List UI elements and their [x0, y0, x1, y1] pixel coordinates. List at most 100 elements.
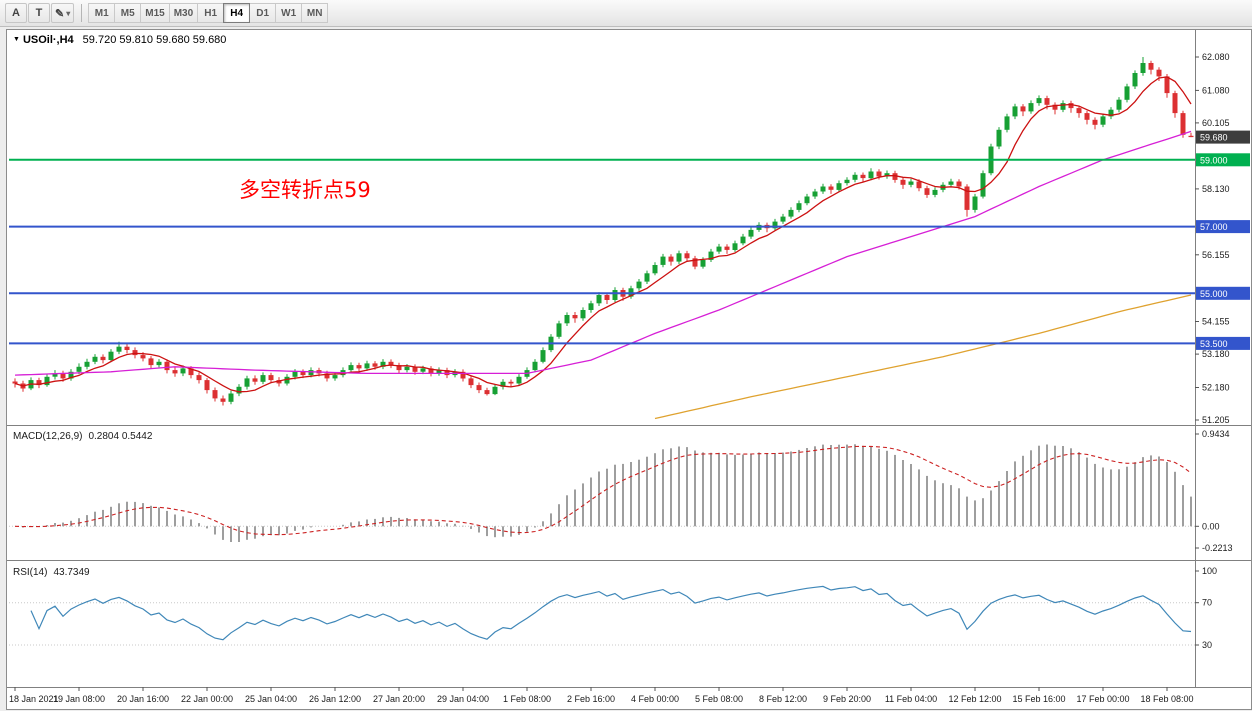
candle-body	[612, 290, 618, 300]
price-badge-label: 55.000	[1200, 289, 1228, 299]
fast-ma-line	[14, 76, 1192, 393]
candle-body	[796, 203, 802, 210]
candle-body	[36, 380, 42, 386]
candle-body	[164, 361, 170, 371]
timeframe-button-h4[interactable]: H4	[223, 3, 251, 23]
macd-name: MACD(12,26,9)	[13, 431, 83, 442]
candle-body	[12, 381, 18, 384]
candle-body	[676, 253, 682, 262]
candle-body	[1068, 103, 1074, 109]
candle-body	[980, 173, 986, 197]
candle-body	[204, 380, 210, 391]
time-axis-label: 5 Feb 08:00	[695, 694, 743, 704]
timeframe-button-h1[interactable]: H1	[197, 3, 225, 23]
candle-body	[68, 371, 74, 379]
candle-body	[924, 188, 930, 195]
horizontal-level-lines[interactable]	[9, 158, 1195, 345]
candle-body	[892, 173, 898, 180]
candle-body	[492, 386, 498, 395]
timeframe-button-m1[interactable]: M1	[88, 3, 116, 23]
text-tool-button[interactable]: T	[28, 3, 50, 23]
candle-body	[252, 378, 258, 382]
candle-body	[956, 181, 962, 187]
price-badge	[1196, 286, 1250, 300]
time-axis-label: 26 Jan 12:00	[309, 694, 361, 704]
chart-annotation-text[interactable]: 多空转折点59	[239, 178, 371, 202]
chart-window: 62.080 61.080 60.105 58.130 56.155 54.155 53.1…	[6, 29, 1252, 710]
timeframe-button-mn[interactable]: MN	[301, 3, 329, 23]
chart-area[interactable]: 62.080 61.080 60.105 58.130 56.155 54.155 53.1…	[7, 30, 1251, 709]
time-axis-label: 19 Jan 08:00	[53, 694, 105, 704]
price-badge-label: 59.000	[1200, 155, 1228, 165]
time-axis-label: 25 Jan 04:00	[245, 694, 297, 704]
candle-body	[932, 189, 938, 195]
candle-body	[364, 363, 370, 369]
candle-body	[700, 260, 706, 267]
candle-body	[1132, 73, 1138, 87]
price-axis-label: 54.155	[1202, 317, 1230, 327]
time-axis-label: 29 Jan 04:00	[437, 694, 489, 704]
timeframe-button-m30[interactable]: M30	[168, 3, 199, 23]
chart-title: ▼ USOil·,H4 59.720 59.810 59.680 59.680	[13, 34, 226, 46]
rsi-axis-label: 100	[1202, 566, 1217, 576]
timeframe-button-m15[interactable]: M15	[140, 3, 170, 23]
candle-body	[828, 186, 834, 190]
candle-body	[124, 346, 130, 350]
candle-body	[876, 171, 882, 177]
candle-body	[1092, 119, 1098, 125]
symbol-timeframe-label: USOil·,H4	[22, 34, 74, 46]
rsi-axis-label: 70	[1202, 598, 1212, 608]
candle-body	[652, 265, 658, 274]
candle-body	[140, 355, 146, 359]
candle-body	[268, 375, 274, 381]
candle-body	[484, 390, 490, 395]
rsi-line	[30, 585, 1192, 641]
time-axis-label: 18 Jan 2021	[9, 694, 59, 704]
candle-body	[1036, 98, 1042, 104]
candle-body	[724, 246, 730, 250]
candle-body	[860, 174, 866, 179]
price-scale[interactable]: 62.080 61.080 60.105 58.130 56.155 54.155 53.1…	[1195, 52, 1250, 425]
candle-body	[572, 315, 578, 319]
candle-body	[644, 273, 650, 282]
candle-body	[716, 246, 722, 252]
candle-body	[884, 173, 890, 177]
candle-body	[692, 258, 698, 267]
draw-tool-dropdown[interactable]: ✎ ▾	[51, 3, 75, 23]
timeframe-button-d1[interactable]: D1	[249, 3, 277, 23]
candle-body	[604, 295, 610, 300]
candle-body	[1156, 69, 1162, 77]
timeframe-button-w1[interactable]: W1	[275, 3, 303, 23]
ohlc-values: 59.720 59.810 59.680 59.680	[82, 34, 227, 46]
candle-body	[44, 376, 50, 386]
time-axis-label: 22 Jan 00:00	[181, 694, 233, 704]
candle-body	[196, 375, 202, 381]
macd-axis-label: 0.9434	[1202, 429, 1230, 439]
candle-body	[180, 368, 186, 374]
candle-body	[1188, 135, 1194, 138]
candle-body	[228, 393, 234, 402]
timeframe-button-m5[interactable]: M5	[114, 3, 142, 23]
candle-body	[324, 373, 330, 379]
candle-body	[668, 256, 674, 262]
candle-body	[1044, 98, 1050, 105]
candle-body	[148, 358, 154, 366]
symbol-dropdown-icon[interactable]: ▼	[13, 36, 20, 43]
cursor-tool-button[interactable]: A	[5, 3, 27, 23]
candle-body	[292, 371, 298, 377]
chevron-down-icon: ▾	[66, 8, 71, 18]
candle-body	[732, 243, 738, 250]
timeframe-group: M1 M5 M15 M30 H1 H4 D1 W1 MN	[88, 3, 329, 23]
candle-body	[1172, 93, 1178, 114]
candle-body	[356, 365, 362, 369]
macd-pane: 0.9434 0.00 -0.2213	[9, 429, 1233, 553]
candle-body	[708, 251, 714, 260]
candle-body	[436, 370, 442, 374]
price-badge	[1196, 130, 1250, 144]
candle-body	[212, 390, 218, 399]
candle-body	[1012, 106, 1018, 117]
candle-body	[444, 370, 450, 376]
candle-body	[404, 366, 410, 371]
candle-body	[1116, 99, 1122, 110]
